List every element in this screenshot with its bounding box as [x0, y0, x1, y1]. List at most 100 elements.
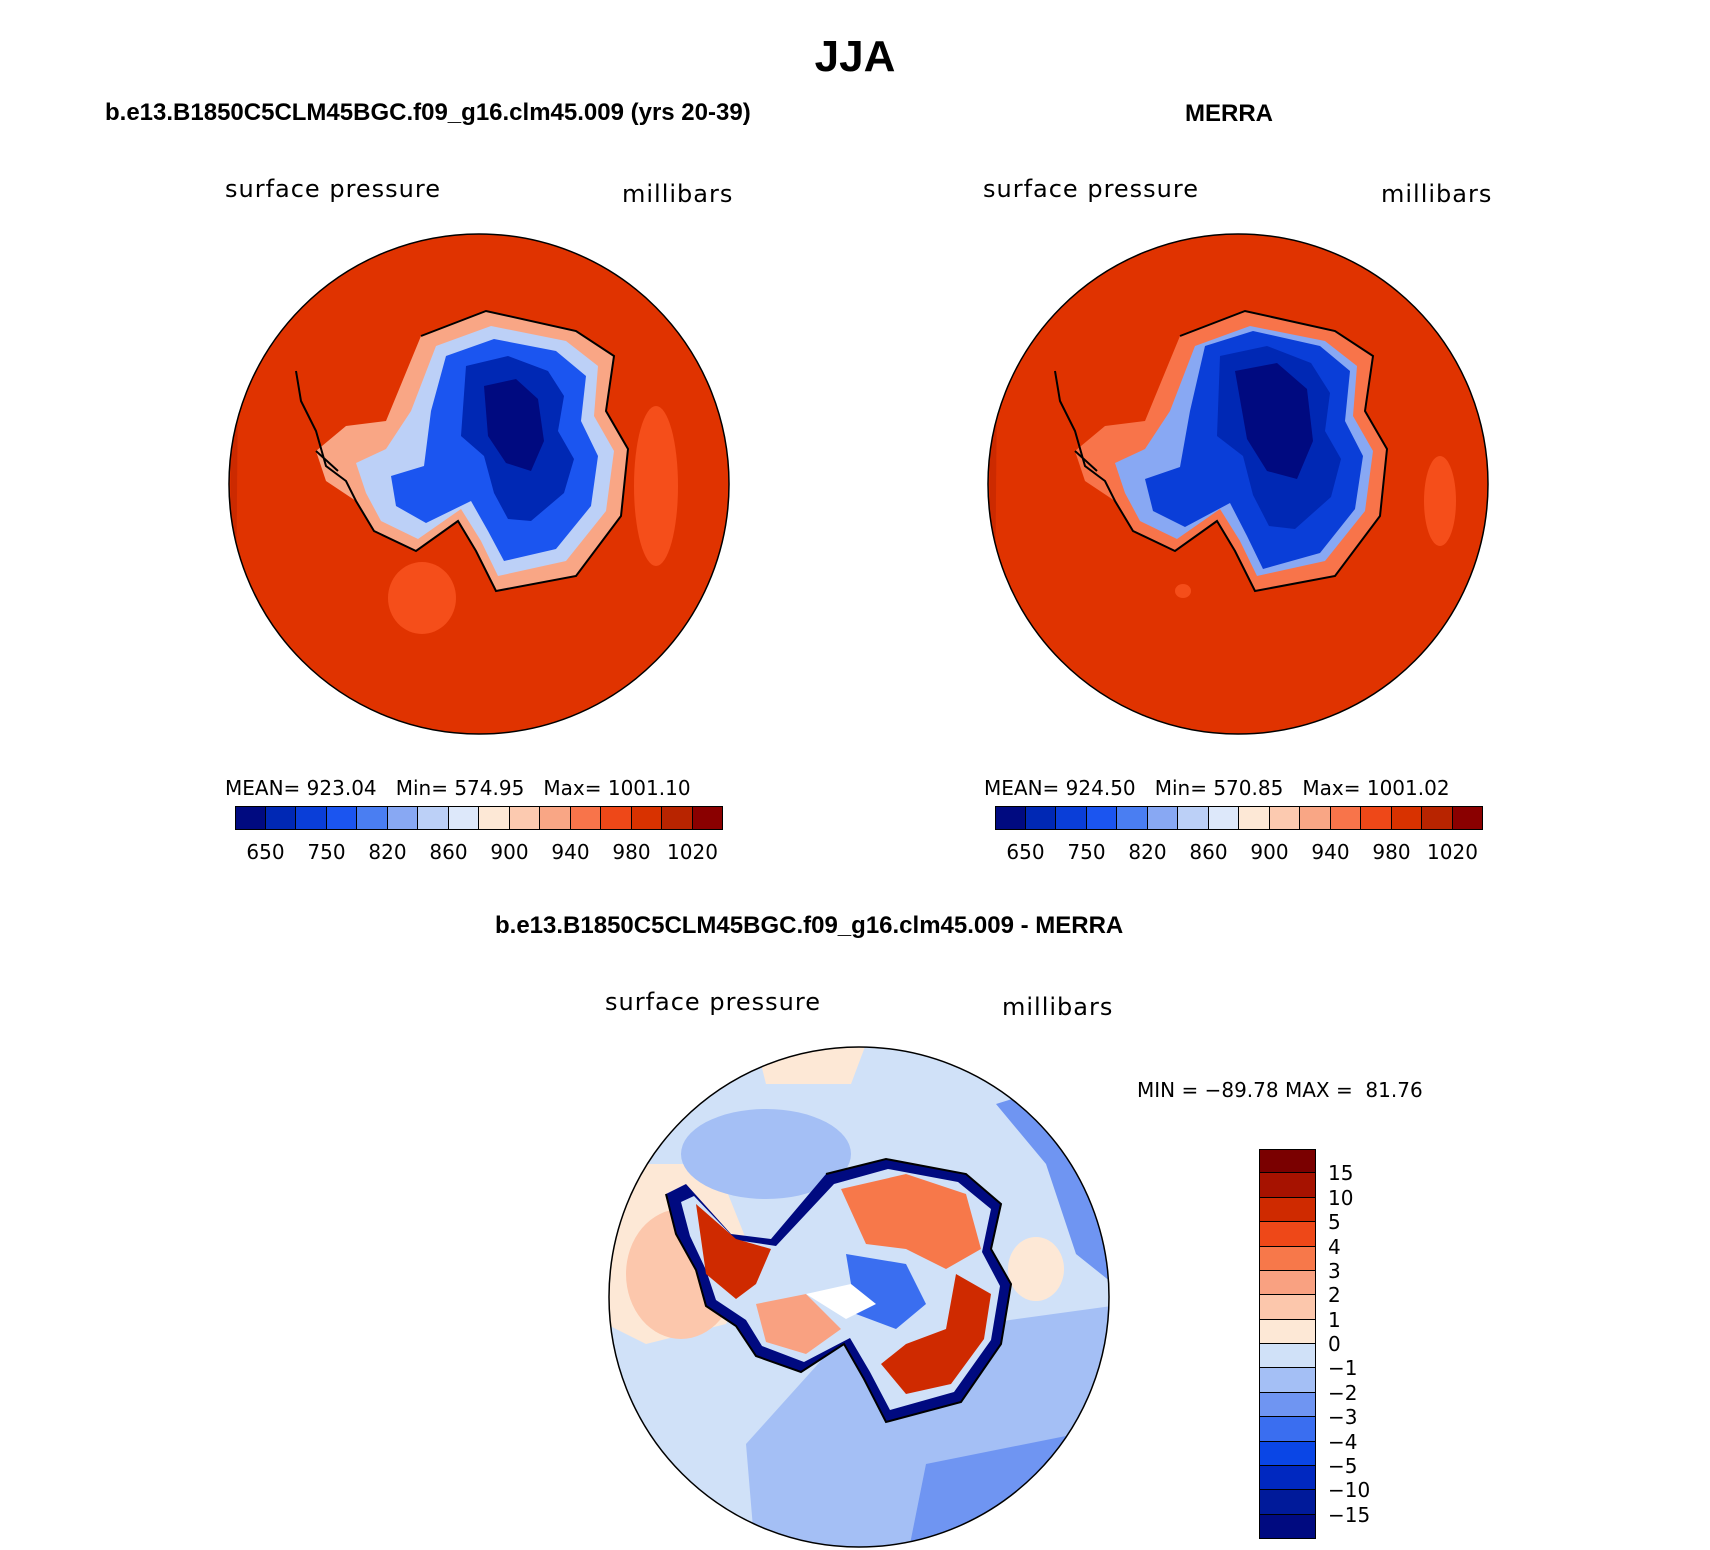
model-high-anomaly-east [634, 406, 678, 566]
obs-colorbar-swatch [1025, 806, 1056, 830]
diff-colorbar-swatch [1259, 1465, 1316, 1491]
obs-plateau-top [1235, 363, 1313, 479]
obs-min-value: 570.85 [1213, 776, 1284, 800]
figure-title: JJA [814, 32, 896, 81]
obs-colorbar-swatch [1361, 806, 1392, 830]
diff-colorbar-swatch [1259, 1246, 1316, 1271]
model-colorbar-swatch [448, 806, 479, 830]
diff-polar-map [608, 1046, 1110, 1548]
diff-colorbar-swatch [1259, 1173, 1316, 1198]
model-colorbar-ticks: 650 750 820 860 900 940 980 1020 [235, 840, 723, 864]
obs-colorbar-swatch [1300, 806, 1331, 830]
obs-colorbar-tick-label: 650 [1006, 840, 1045, 864]
model-colorbar-tick-label: 1020 [667, 840, 718, 864]
model-left-label: surface pressure [225, 175, 441, 203]
diff-colorbar-tick-label: 15 [1328, 1161, 1354, 1186]
obs-left-label: surface pressure [983, 175, 1199, 203]
diff-colorbar-swatch [1259, 1490, 1316, 1515]
obs-coastline [1054, 309, 1389, 593]
model-mean-label: MEAN= [225, 776, 301, 800]
model-colorbar-swatch [692, 806, 723, 830]
obs-colorbar-tick-label: 980 [1372, 840, 1411, 864]
diff-right-label: millibars [1002, 993, 1114, 1021]
model-colorbar-swatch [570, 806, 601, 830]
obs-colorbar-tick-label: 860 [1189, 840, 1228, 864]
diff-panel-title: b.e13.B1850C5CLM45BGC.f09_g16.clm45.009 … [495, 912, 1124, 939]
obs-colorbar-swatch [1208, 806, 1239, 830]
diff-left-label: surface pressure [605, 988, 821, 1016]
model-right-label: millibars [622, 180, 734, 208]
diff-colorbar-tick-label: 10 [1328, 1185, 1354, 1210]
obs-mean-label: MEAN= [984, 776, 1060, 800]
model-colorbar-tick-label: 940 [551, 840, 590, 864]
model-high-anomaly-south [388, 562, 456, 634]
diff-colorbar-tick-label: −10 [1328, 1478, 1371, 1503]
model-colorbar-swatch [509, 806, 540, 830]
obs-colorbar-swatch [1422, 806, 1453, 830]
diff-negative-northwest [681, 1109, 851, 1199]
diff-colorbar-swatch [1259, 1514, 1316, 1539]
obs-colorbar-swatch [1330, 806, 1361, 830]
diff-colorbar [1259, 1149, 1316, 1539]
obs-colorbar-swatch [1086, 806, 1117, 830]
diff-positive-north [756, 1047, 866, 1084]
model-colorbar-tick-label: 820 [368, 840, 407, 864]
diff-colorbar-swatch [1259, 1344, 1316, 1369]
model-colorbar-tick-label: 900 [490, 840, 529, 864]
diff-plateau-near-zero [806, 1284, 876, 1319]
obs-colorbar-swatch [1452, 806, 1483, 830]
diff-colorbar-swatch [1259, 1417, 1316, 1442]
diff-minmax: MIN = −89.78 MAX = 81.76 [1137, 1078, 1423, 1102]
model-colorbar-tick-label: 860 [429, 840, 468, 864]
obs-colorbar-ticks: 650 750 820 860 900 940 980 1020 [995, 840, 1483, 864]
obs-right-label: millibars [1381, 180, 1493, 208]
model-max-value: 1001.10 [607, 776, 691, 800]
model-colorbar-swatch [479, 806, 510, 830]
diff-colorbar-tick-label: −4 [1328, 1429, 1358, 1454]
obs-colorbar-swatch [1391, 806, 1422, 830]
model-min-label: Min= [395, 776, 448, 800]
model-colorbar-swatch [601, 806, 632, 830]
model-colorbar-swatch [418, 806, 449, 830]
obs-colorbar-tick-label: 900 [1250, 840, 1289, 864]
model-colorbar-tick-label: 750 [307, 840, 346, 864]
diff-colorbar-tick-label: 0 [1328, 1332, 1341, 1356]
obs-colorbar-swatch [1117, 806, 1148, 830]
model-min-value: 574.95 [454, 776, 525, 800]
obs-colorbar-swatch [995, 806, 1026, 830]
model-map-border [228, 233, 730, 735]
diff-plateau-positive-west [756, 1294, 841, 1354]
obs-colorbar-swatch [1178, 806, 1209, 830]
model-colorbar-swatch [235, 806, 266, 830]
diff-positive-east-small [1008, 1237, 1064, 1301]
obs-colorbar-swatch [1269, 806, 1300, 830]
model-colorbar-swatch [540, 806, 571, 830]
model-colorbar-swatch [296, 806, 327, 830]
diff-colorbar-tick-label: 1 [1328, 1307, 1341, 1332]
diff-colorbar-tick-label: −3 [1328, 1405, 1358, 1430]
diff-colorbar-swatch [1259, 1319, 1316, 1344]
diff-colorbar-swatch [1259, 1295, 1316, 1320]
model-mean-value: 923.04 [306, 776, 377, 800]
obs-min-label: Min= [1154, 776, 1207, 800]
diff-coastline [665, 1157, 1013, 1424]
obs-map-border [987, 233, 1489, 735]
obs-high-anomaly-east [1424, 456, 1456, 546]
model-colorbar-swatch [357, 806, 388, 830]
diff-colorbar-swatch [1259, 1392, 1316, 1418]
diff-colorbar-swatch [1259, 1197, 1316, 1223]
diff-colorbar-swatch [1259, 1222, 1316, 1247]
diff-colorbar-tick-label: 5 [1328, 1210, 1341, 1235]
model-colorbar-swatch [631, 806, 662, 830]
obs-colorbar-swatch [1056, 806, 1087, 830]
obs-colorbar-tick-label: 750 [1067, 840, 1106, 864]
model-colorbar-swatch [265, 806, 296, 830]
obs-max-value: 1001.02 [1366, 776, 1450, 800]
obs-colorbar-tick-label: 940 [1311, 840, 1350, 864]
model-coastline [295, 309, 630, 593]
diff-colorbar-swatch [1259, 1270, 1316, 1296]
model-colorbar [235, 806, 723, 830]
obs-stats: MEAN= 924.50 Min= 570.85 Max= 1001.02 [984, 776, 1450, 800]
diff-colorbar-tick-label: 4 [1328, 1234, 1341, 1259]
model-stats: MEAN= 923.04 Min= 574.95 Max= 1001.10 [225, 776, 691, 800]
